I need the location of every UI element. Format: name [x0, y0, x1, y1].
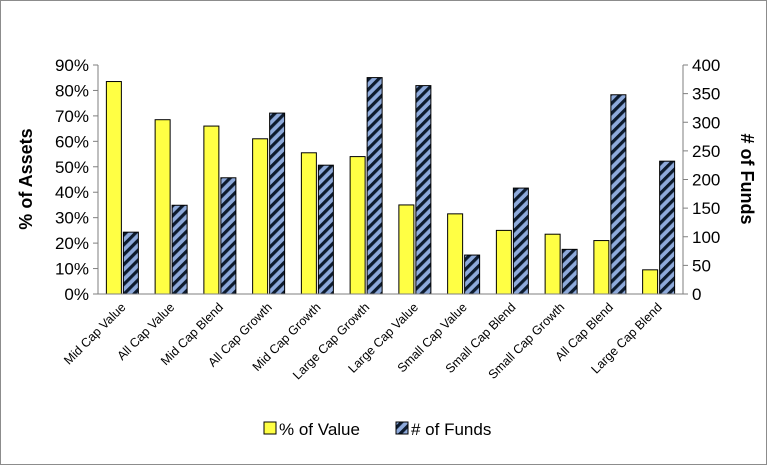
bar-funds-6	[415, 85, 432, 295]
bar-funds-10	[610, 94, 627, 295]
legend-swatch-value	[263, 421, 277, 435]
bar-value-10	[593, 240, 610, 295]
y2-tick-label-7: 350	[692, 85, 720, 104]
bar-funds-9	[561, 248, 578, 295]
bar-value-11	[642, 269, 659, 295]
bar-value-7	[447, 213, 464, 295]
y-tick-label-3: 30%	[55, 209, 89, 228]
y-tick-label-5: 50%	[55, 158, 89, 177]
y2-tick-label-2: 100	[692, 228, 720, 247]
y2-tick-label-4: 200	[692, 171, 720, 190]
bar-funds-7	[464, 254, 481, 295]
y-tick-label-1: 10%	[55, 260, 89, 279]
y-tick-label-7: 70%	[55, 107, 89, 126]
bar-funds-5	[366, 77, 383, 295]
bar-funds-3	[269, 112, 286, 295]
y2-tick-label-1: 50	[692, 256, 711, 275]
bar-funds-0	[122, 231, 139, 295]
bar-value-8	[495, 229, 512, 295]
y2-tick-label-8: 400	[692, 56, 720, 75]
bar-funds-11	[659, 160, 676, 295]
y-tick-label-8: 80%	[55, 81, 89, 100]
bar-value-9	[544, 233, 561, 295]
bar-value-1	[154, 119, 171, 295]
y2-tick-label-5: 250	[692, 142, 720, 161]
y-tick-label-6: 60%	[55, 132, 89, 151]
y-tick-label-2: 20%	[55, 234, 89, 253]
y2-tick-label-0: 0	[692, 285, 701, 304]
y-axis-title: % of Assets	[16, 128, 36, 229]
bar-value-5	[349, 156, 366, 295]
y2-tick-label-6: 300	[692, 113, 720, 132]
bar-value-4	[300, 152, 317, 295]
bar-funds-8	[512, 187, 529, 295]
y2-tick-label-3: 150	[692, 199, 720, 218]
legend-label-value: % of Value	[279, 420, 360, 439]
legend: % of Value # of Funds	[263, 420, 491, 439]
bar-value-3	[252, 138, 269, 295]
bar-value-0	[105, 81, 122, 295]
bar-funds-1	[171, 204, 188, 295]
y2-axis-title: # of Funds	[737, 134, 757, 225]
legend-swatch-funds	[395, 421, 409, 435]
y-tick-label-0: 0%	[64, 285, 89, 304]
legend-label-funds: # of Funds	[411, 420, 491, 439]
bar-value-6	[398, 204, 415, 295]
y-tick-label-9: 90%	[55, 56, 89, 75]
bar-funds-4	[317, 164, 334, 295]
y-tick-label-4: 40%	[55, 183, 89, 202]
bar-value-2	[203, 125, 220, 295]
bar-funds-2	[220, 177, 237, 295]
